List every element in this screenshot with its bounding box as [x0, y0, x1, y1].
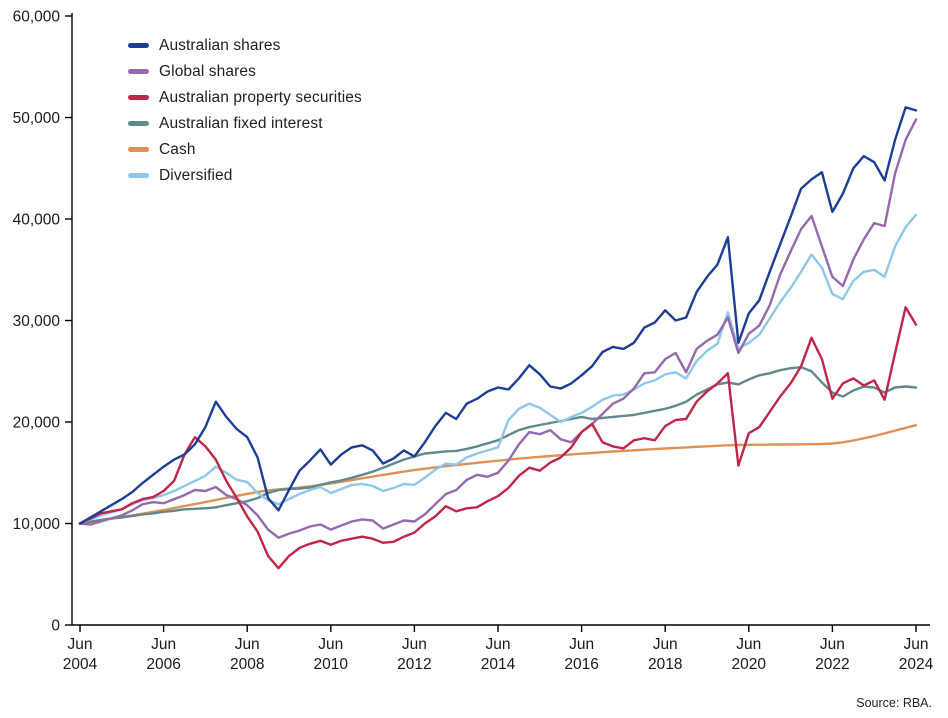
legend-swatch-global-shares [128, 69, 149, 74]
x-tick-label-year: 2018 [648, 656, 682, 673]
y-tick-label: 60,000 [13, 9, 61, 26]
legend-label: Diversified [159, 166, 233, 184]
legend-item-australian-fixed-interest: Australian fixed interest [128, 114, 362, 133]
y-tick-label: 20,000 [13, 415, 61, 432]
series-line-australian-fixed-interest [78, 366, 918, 525]
legend-item-australian-shares: Australian shares [128, 36, 362, 55]
x-tick-label-month: Jun [486, 636, 511, 653]
x-tick-label-month: Jun [402, 636, 427, 653]
legend-item-global-shares: Global shares [128, 62, 362, 81]
legend-swatch-australian-property-securities [128, 95, 149, 100]
y-tick-label: 0 [51, 618, 60, 635]
x-tick-label-month: Jun [736, 636, 761, 653]
x-tick-label-year: 2006 [146, 656, 180, 673]
x-tick-label-month: Jun [235, 636, 260, 653]
legend-label: Australian property securities [159, 88, 362, 106]
x-tick-label-year: 2010 [314, 656, 349, 673]
legend-swatch-cash [128, 147, 149, 152]
x-tick-label-month: Jun [653, 636, 678, 653]
y-tick-label: 50,000 [13, 110, 61, 127]
x-tick-label-year: 2016 [564, 656, 598, 673]
source-note: Source: RBA. [856, 696, 932, 710]
legend-label: Global shares [159, 62, 256, 80]
chart-legend: Australian shares Global shares Australi… [128, 36, 362, 185]
y-tick-label: 10,000 [13, 516, 61, 533]
x-tick-label-year: 2008 [230, 656, 264, 673]
y-tick-label: 40,000 [13, 212, 61, 229]
series-line-cash [78, 424, 918, 525]
legend-label: Cash [159, 140, 196, 158]
x-tick-label-year: 2020 [732, 656, 767, 673]
axes [65, 13, 930, 632]
x-tick-label-year: 2012 [397, 656, 431, 673]
legend-label: Australian shares [159, 36, 281, 54]
x-tick-label-month: Jun [569, 636, 594, 653]
x-tick-label-year: 2014 [481, 656, 516, 673]
x-tick-label-year: 2022 [815, 656, 849, 673]
legend-item-cash: Cash [128, 140, 362, 159]
x-tick-label-month: Jun [151, 636, 176, 653]
legend-swatch-diversified [128, 173, 149, 178]
legend-item-australian-property-securities: Australian property securities [128, 88, 362, 107]
x-tick-label-month: Jun [904, 636, 929, 653]
axis-labels: 0 10,000 20,000 30,000 40,000 50,000 60,000 Jun… [13, 9, 934, 674]
y-tick-label: 30,000 [13, 313, 61, 330]
legend-label: Australian fixed interest [159, 114, 323, 132]
series-line-global-shares [78, 118, 918, 539]
legend-swatch-australian-fixed-interest [128, 121, 149, 126]
legend-item-diversified: Diversified [128, 166, 362, 185]
x-tick-label-year: 2024 [899, 656, 934, 673]
x-tick-label-month: Jun [318, 636, 343, 653]
x-tick-label-month: Jun [820, 636, 845, 653]
x-tick-label-year: 2004 [63, 656, 98, 673]
series-line-australian-shares [78, 106, 918, 525]
legend-swatch-australian-shares [128, 43, 149, 48]
x-tick-label-month: Jun [68, 636, 93, 653]
series-line-australian-property-securities [78, 306, 918, 570]
